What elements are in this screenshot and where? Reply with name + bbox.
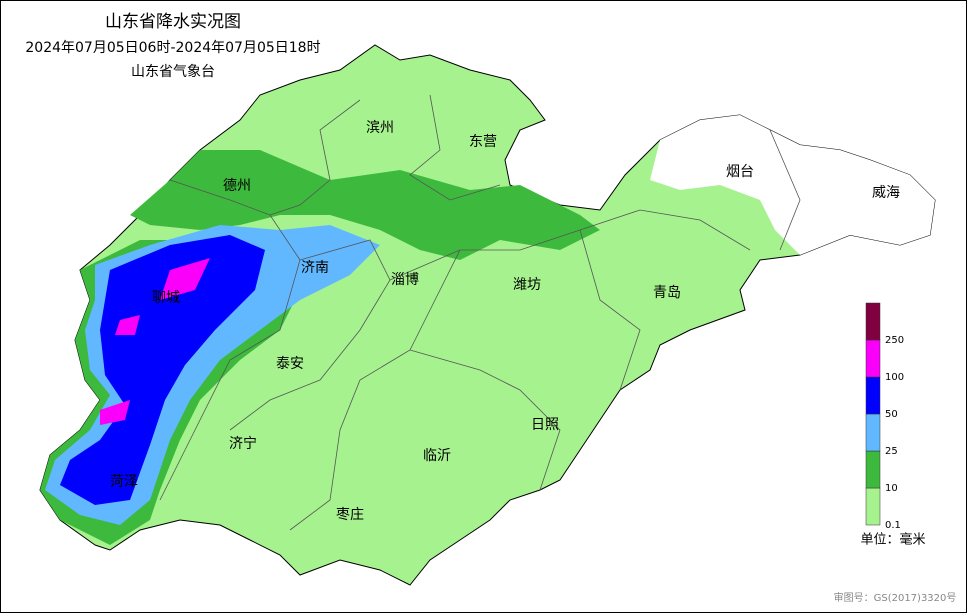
city-label: 德州 — [223, 178, 251, 194]
city-label: 聊城 — [152, 290, 180, 306]
city-label: 临沂 — [423, 448, 451, 464]
city-labels: 滨州东营德州 烟台威海济南淄博 潍坊青岛 聊城泰安济宁临沂 日照菏泽枣庄 — [110, 120, 900, 523]
city-label: 东营 — [469, 134, 497, 150]
legend-tick-label: 10 — [885, 483, 898, 494]
legend-tick-label: 0.1 — [885, 520, 901, 531]
legend-tick-label: 250 — [885, 335, 904, 346]
city-label: 日照 — [531, 417, 559, 433]
approval-number: 审图号：GS(2017)3320号 — [834, 591, 957, 604]
city-label: 威海 — [872, 185, 900, 201]
map-period: 2024年07月05日06时-2024年07月05日18时 — [25, 40, 320, 56]
map-title: 山东省降水实况图 — [105, 12, 241, 32]
legend-swatch — [865, 487, 881, 526]
legend-unit: 单位：毫米 — [860, 532, 925, 548]
city-label: 青岛 — [653, 285, 681, 301]
legend-swatch — [865, 302, 881, 341]
city-label: 潍坊 — [513, 277, 541, 293]
city-label: 泰安 — [276, 356, 304, 372]
city-label: 淄博 — [391, 271, 419, 288]
city-label: 菏泽 — [110, 474, 138, 490]
province — [39, 44, 936, 586]
map-agency: 山东省气象台 — [131, 64, 215, 80]
legend-tick-label: 50 — [885, 409, 898, 420]
legend-swatch — [865, 450, 881, 489]
borders — [159, 94, 801, 531]
legend-swatch — [865, 413, 881, 452]
city-label: 济宁 — [229, 435, 257, 452]
city-label: 枣庄 — [336, 506, 364, 523]
legend-swatch — [865, 376, 881, 415]
legend: 0.1 10 25 50 100 250 — [865, 302, 904, 531]
city-label: 烟台 — [726, 164, 754, 180]
city-label: 济南 — [301, 260, 329, 276]
city-label: 滨州 — [366, 120, 394, 136]
legend-tick-label: 25 — [885, 446, 898, 457]
legend-swatch — [865, 339, 881, 378]
legend-tick-label: 100 — [885, 372, 904, 383]
